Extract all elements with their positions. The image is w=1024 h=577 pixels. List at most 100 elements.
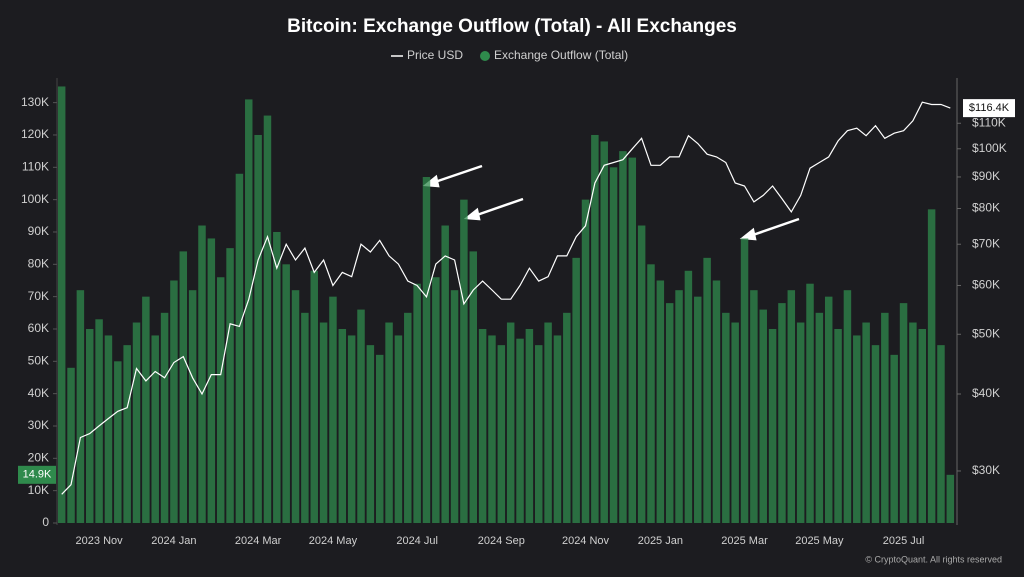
y-tick-label: 0	[42, 515, 49, 529]
bar	[207, 238, 216, 523]
bar	[319, 322, 328, 523]
bar	[899, 303, 908, 523]
bar	[759, 309, 767, 523]
current-value-label: 14.9K	[23, 469, 52, 481]
bar	[245, 99, 253, 523]
bar	[478, 328, 487, 523]
y-tick-label: 10K	[28, 483, 49, 497]
y2-tick-label: $50K	[972, 326, 1000, 340]
bar	[301, 312, 309, 523]
bar	[516, 338, 524, 523]
bar	[750, 290, 758, 523]
bar	[114, 361, 122, 523]
bar	[600, 141, 608, 523]
bar	[927, 209, 936, 523]
y-tick-label: 30K	[28, 418, 49, 432]
bar	[67, 367, 75, 523]
copyright: © CryptoQuant. All rights reserved	[865, 554, 1002, 564]
bar	[310, 270, 318, 523]
bar	[57, 86, 66, 523]
x-tick-label: 2024 Mar	[235, 535, 282, 547]
bar	[394, 335, 403, 523]
bar	[85, 328, 94, 523]
bar	[563, 312, 571, 523]
bar	[450, 290, 459, 523]
current-value-label: $116.4K	[969, 102, 1010, 114]
y-tick-label: 120K	[21, 127, 49, 141]
x-tick-label: 2024 Jan	[151, 535, 196, 547]
bar	[656, 280, 665, 523]
x-tick-label: 2024 Jul	[396, 535, 438, 547]
bar	[806, 283, 814, 523]
bar	[338, 328, 347, 523]
bar	[216, 277, 225, 523]
x-tick-label: 2025 Jan	[638, 535, 683, 547]
bar	[787, 290, 796, 523]
bar	[123, 345, 131, 523]
y-tick-label: 60K	[28, 321, 49, 335]
bar	[834, 328, 842, 523]
bar	[273, 231, 281, 524]
x-tick-label: 2024 Nov	[562, 535, 610, 547]
x-tick-label: 2024 May	[309, 535, 358, 547]
bar	[815, 312, 824, 523]
bar	[824, 296, 833, 523]
bar	[862, 322, 870, 523]
bar	[179, 251, 188, 523]
x-tick-label: 2025 Jul	[883, 535, 925, 547]
bar	[151, 335, 159, 523]
bar	[441, 225, 449, 523]
bar	[357, 309, 365, 523]
bar	[525, 328, 534, 523]
bar	[609, 167, 618, 523]
x-tick-label: 2025 Mar	[721, 535, 768, 547]
bar	[366, 345, 375, 523]
current-value-box	[18, 465, 56, 484]
bar	[572, 257, 580, 523]
y-tick-label: 20K	[28, 451, 49, 465]
bar	[890, 354, 898, 523]
bar	[422, 177, 431, 523]
bar	[581, 199, 590, 523]
bar	[553, 335, 562, 523]
bar	[853, 335, 861, 523]
y2-tick-label: $40K	[972, 386, 1000, 400]
bar	[170, 280, 178, 523]
y2-tick-label: $60K	[972, 278, 1000, 292]
legend-dot	[480, 51, 490, 61]
y2-tick-label: $110K	[972, 115, 1006, 129]
bar	[506, 322, 515, 523]
bar	[722, 312, 730, 523]
bar	[188, 290, 197, 523]
y-tick-label: 100K	[21, 192, 49, 206]
bar	[637, 225, 646, 523]
bar	[497, 345, 506, 523]
bar	[432, 277, 440, 523]
bar	[675, 290, 683, 523]
bar	[796, 322, 805, 523]
bar	[909, 322, 917, 523]
y-tick-label: 110K	[22, 159, 49, 173]
bar	[375, 354, 384, 523]
bar	[226, 248, 234, 523]
bar	[694, 296, 702, 523]
chart-title: Bitcoin: Exchange Outflow (Total) - All …	[287, 16, 737, 37]
bar	[778, 303, 786, 523]
bar	[871, 345, 880, 523]
bar	[142, 296, 150, 523]
bar	[684, 270, 693, 523]
bar	[665, 303, 674, 523]
y2-tick-label: $100K	[972, 141, 1007, 155]
bar	[731, 322, 739, 523]
bar	[628, 157, 637, 523]
bar	[703, 257, 711, 523]
bar	[647, 264, 655, 523]
y2-tick-label: $80K	[972, 201, 1000, 215]
y2-tick-label: $70K	[972, 236, 1000, 250]
y2-tick-label: $30K	[972, 463, 1000, 477]
bar	[881, 312, 889, 523]
bar	[282, 264, 290, 523]
y-tick-label: 130K	[21, 95, 49, 109]
bar	[160, 312, 169, 523]
